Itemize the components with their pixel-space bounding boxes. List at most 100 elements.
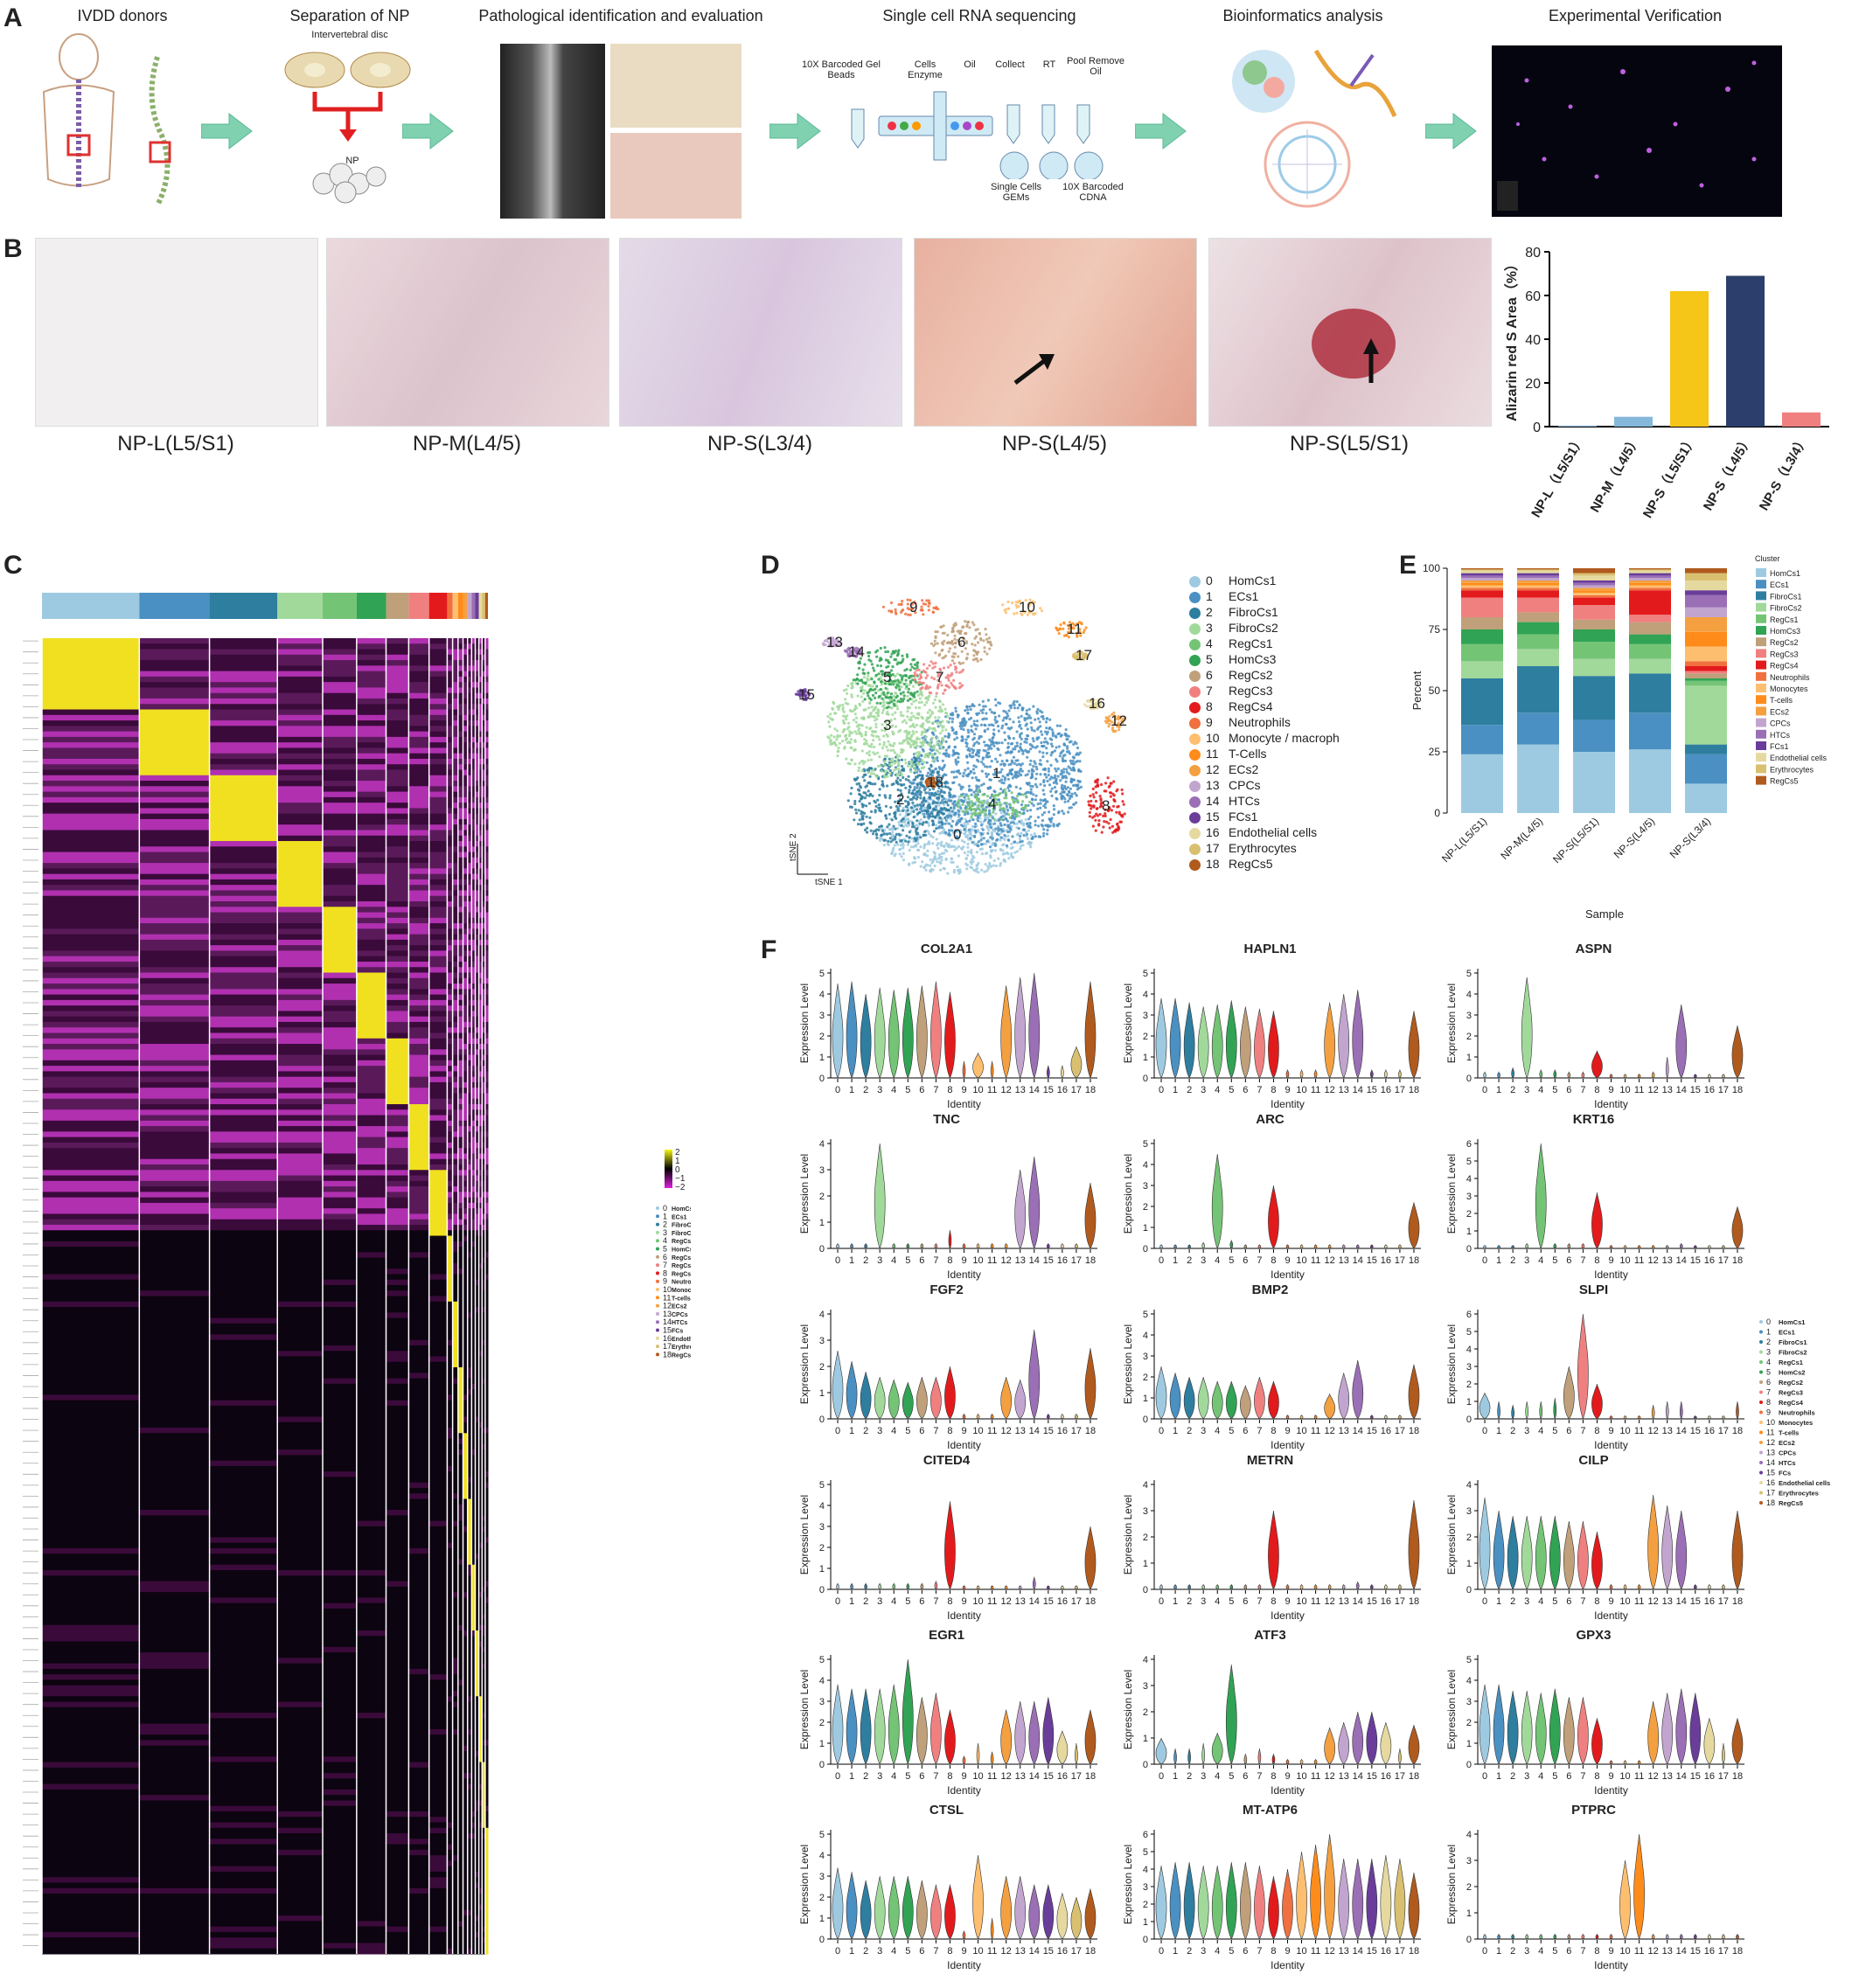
heatmap-cell — [408, 692, 430, 699]
heatmap-cell — [209, 1696, 278, 1703]
heatmap-cell — [471, 1383, 477, 1390]
heatmap-cell — [475, 1443, 480, 1450]
heatmap-cell — [482, 1789, 486, 1796]
heatmap-cell — [386, 791, 409, 798]
heatmap-cell — [482, 1460, 486, 1467]
heatmap-cell — [482, 1723, 486, 1730]
heatmap-cell — [452, 1575, 459, 1582]
heatmap-cell — [467, 1482, 472, 1489]
panel-label-b: B — [3, 234, 23, 263]
heatmap-cell — [209, 1383, 278, 1390]
heatmap-cell — [482, 1192, 486, 1199]
heatmap-cell — [209, 1811, 278, 1818]
heatmap-cell — [408, 1937, 430, 1943]
heatmap-cell — [428, 1575, 448, 1582]
heatmap-cell — [484, 1421, 489, 1428]
heatmap-cell — [475, 1307, 480, 1313]
heatmap-cell — [482, 1526, 486, 1533]
heatmap-cell — [463, 704, 469, 711]
heatmap-cell — [457, 1109, 464, 1116]
step-verification-title: Experimental Verification — [1548, 7, 1723, 24]
heatmap-cell — [484, 967, 489, 974]
heatmap-cell — [323, 1005, 358, 1011]
heatmap-cell — [475, 654, 480, 661]
heatmap-cell — [356, 1279, 387, 1286]
heatmap-cell — [452, 1433, 459, 1440]
heatmap-cell — [139, 1844, 211, 1851]
heatmap-cell — [277, 1049, 324, 1056]
heatmap-cell — [475, 1104, 480, 1110]
heatmap-cell — [428, 709, 448, 716]
heatmap-cell — [323, 1307, 358, 1313]
heatmap-cell — [42, 1241, 140, 1248]
heatmap-cell — [482, 1224, 486, 1231]
heatmap-cell — [463, 1044, 469, 1050]
heatmap-cell — [484, 1674, 489, 1680]
heatmap-cell — [484, 939, 489, 946]
heatmap-cell — [323, 764, 358, 770]
heatmap-cell — [457, 1701, 464, 1708]
heatmap-cell — [463, 1526, 469, 1533]
heatmap-cell — [209, 1734, 278, 1741]
heatmap-cell — [482, 1728, 486, 1735]
heatmap-cell — [478, 1663, 483, 1670]
heatmap-cell — [356, 1750, 387, 1757]
heatmap-cell — [277, 917, 324, 924]
heatmap-cell — [356, 1373, 387, 1380]
heatmap-cell — [42, 846, 140, 853]
heatmap-cell — [356, 1663, 387, 1670]
heatmap-cell — [209, 813, 278, 820]
heatmap-cell — [484, 1317, 489, 1324]
legend-dot — [656, 1271, 659, 1276]
heatmap-cell — [447, 1049, 454, 1056]
heatmap-cell — [452, 1186, 459, 1192]
heatmap-cell — [139, 1652, 211, 1658]
heatmap-cell — [484, 1887, 489, 1894]
heatmap-cell — [475, 775, 480, 782]
heatmap-cell — [323, 813, 358, 820]
heatmap-cell — [356, 1866, 387, 1873]
heatmap-cell — [475, 1284, 480, 1291]
heatmap-cell — [42, 1021, 140, 1028]
heatmap-cell — [139, 1126, 211, 1132]
heatmap-cell — [408, 1115, 430, 1122]
heatmap-cell — [471, 1773, 477, 1779]
heatmap-cell — [356, 1170, 387, 1177]
heatmap-cell — [428, 1564, 448, 1571]
tsne-point — [964, 798, 967, 802]
alizarin-image-np-l-l5s1 — [35, 238, 318, 427]
heatmap-cell — [42, 1537, 140, 1544]
heatmap-cell — [463, 1081, 469, 1088]
heatmap-cell — [408, 1471, 430, 1477]
heatmap-cell — [209, 841, 278, 847]
heatmap-cell — [447, 1547, 454, 1554]
heatmap-cell — [42, 1290, 140, 1296]
heatmap-cell — [482, 1433, 486, 1440]
heatmap-cell — [482, 1877, 486, 1883]
heatmap-cell — [447, 1175, 454, 1182]
heatmap-cell — [484, 1262, 489, 1269]
heatmap-cell — [457, 1449, 464, 1456]
heatmap-cell — [408, 676, 430, 683]
heatmap-cell — [356, 1909, 387, 1916]
heatmap-cell — [467, 1614, 472, 1620]
heatmap-cell — [484, 1219, 489, 1226]
heatmap-cell — [428, 1547, 448, 1554]
heatmap-cell — [475, 1773, 480, 1779]
tsne-point — [893, 844, 896, 847]
heatmap-cell — [475, 1537, 480, 1544]
heatmap-cell — [447, 1510, 454, 1516]
heatmap-cell — [209, 885, 278, 891]
heatmap-cell — [467, 1767, 472, 1774]
heatmap-cell — [478, 989, 483, 996]
heatmap-cell — [323, 698, 358, 705]
heatmap-cell — [408, 1323, 430, 1330]
heatmap-cell — [484, 1931, 489, 1938]
heatmap-cell — [478, 835, 483, 842]
heatmap-cell — [408, 731, 430, 738]
heatmap-cell — [408, 1136, 430, 1143]
alizarin-image-np-s-l45 — [914, 238, 1197, 427]
heatmap-cell — [277, 1290, 324, 1296]
heatmap-cell — [277, 1005, 324, 1011]
heatmap-cell — [323, 1411, 358, 1417]
